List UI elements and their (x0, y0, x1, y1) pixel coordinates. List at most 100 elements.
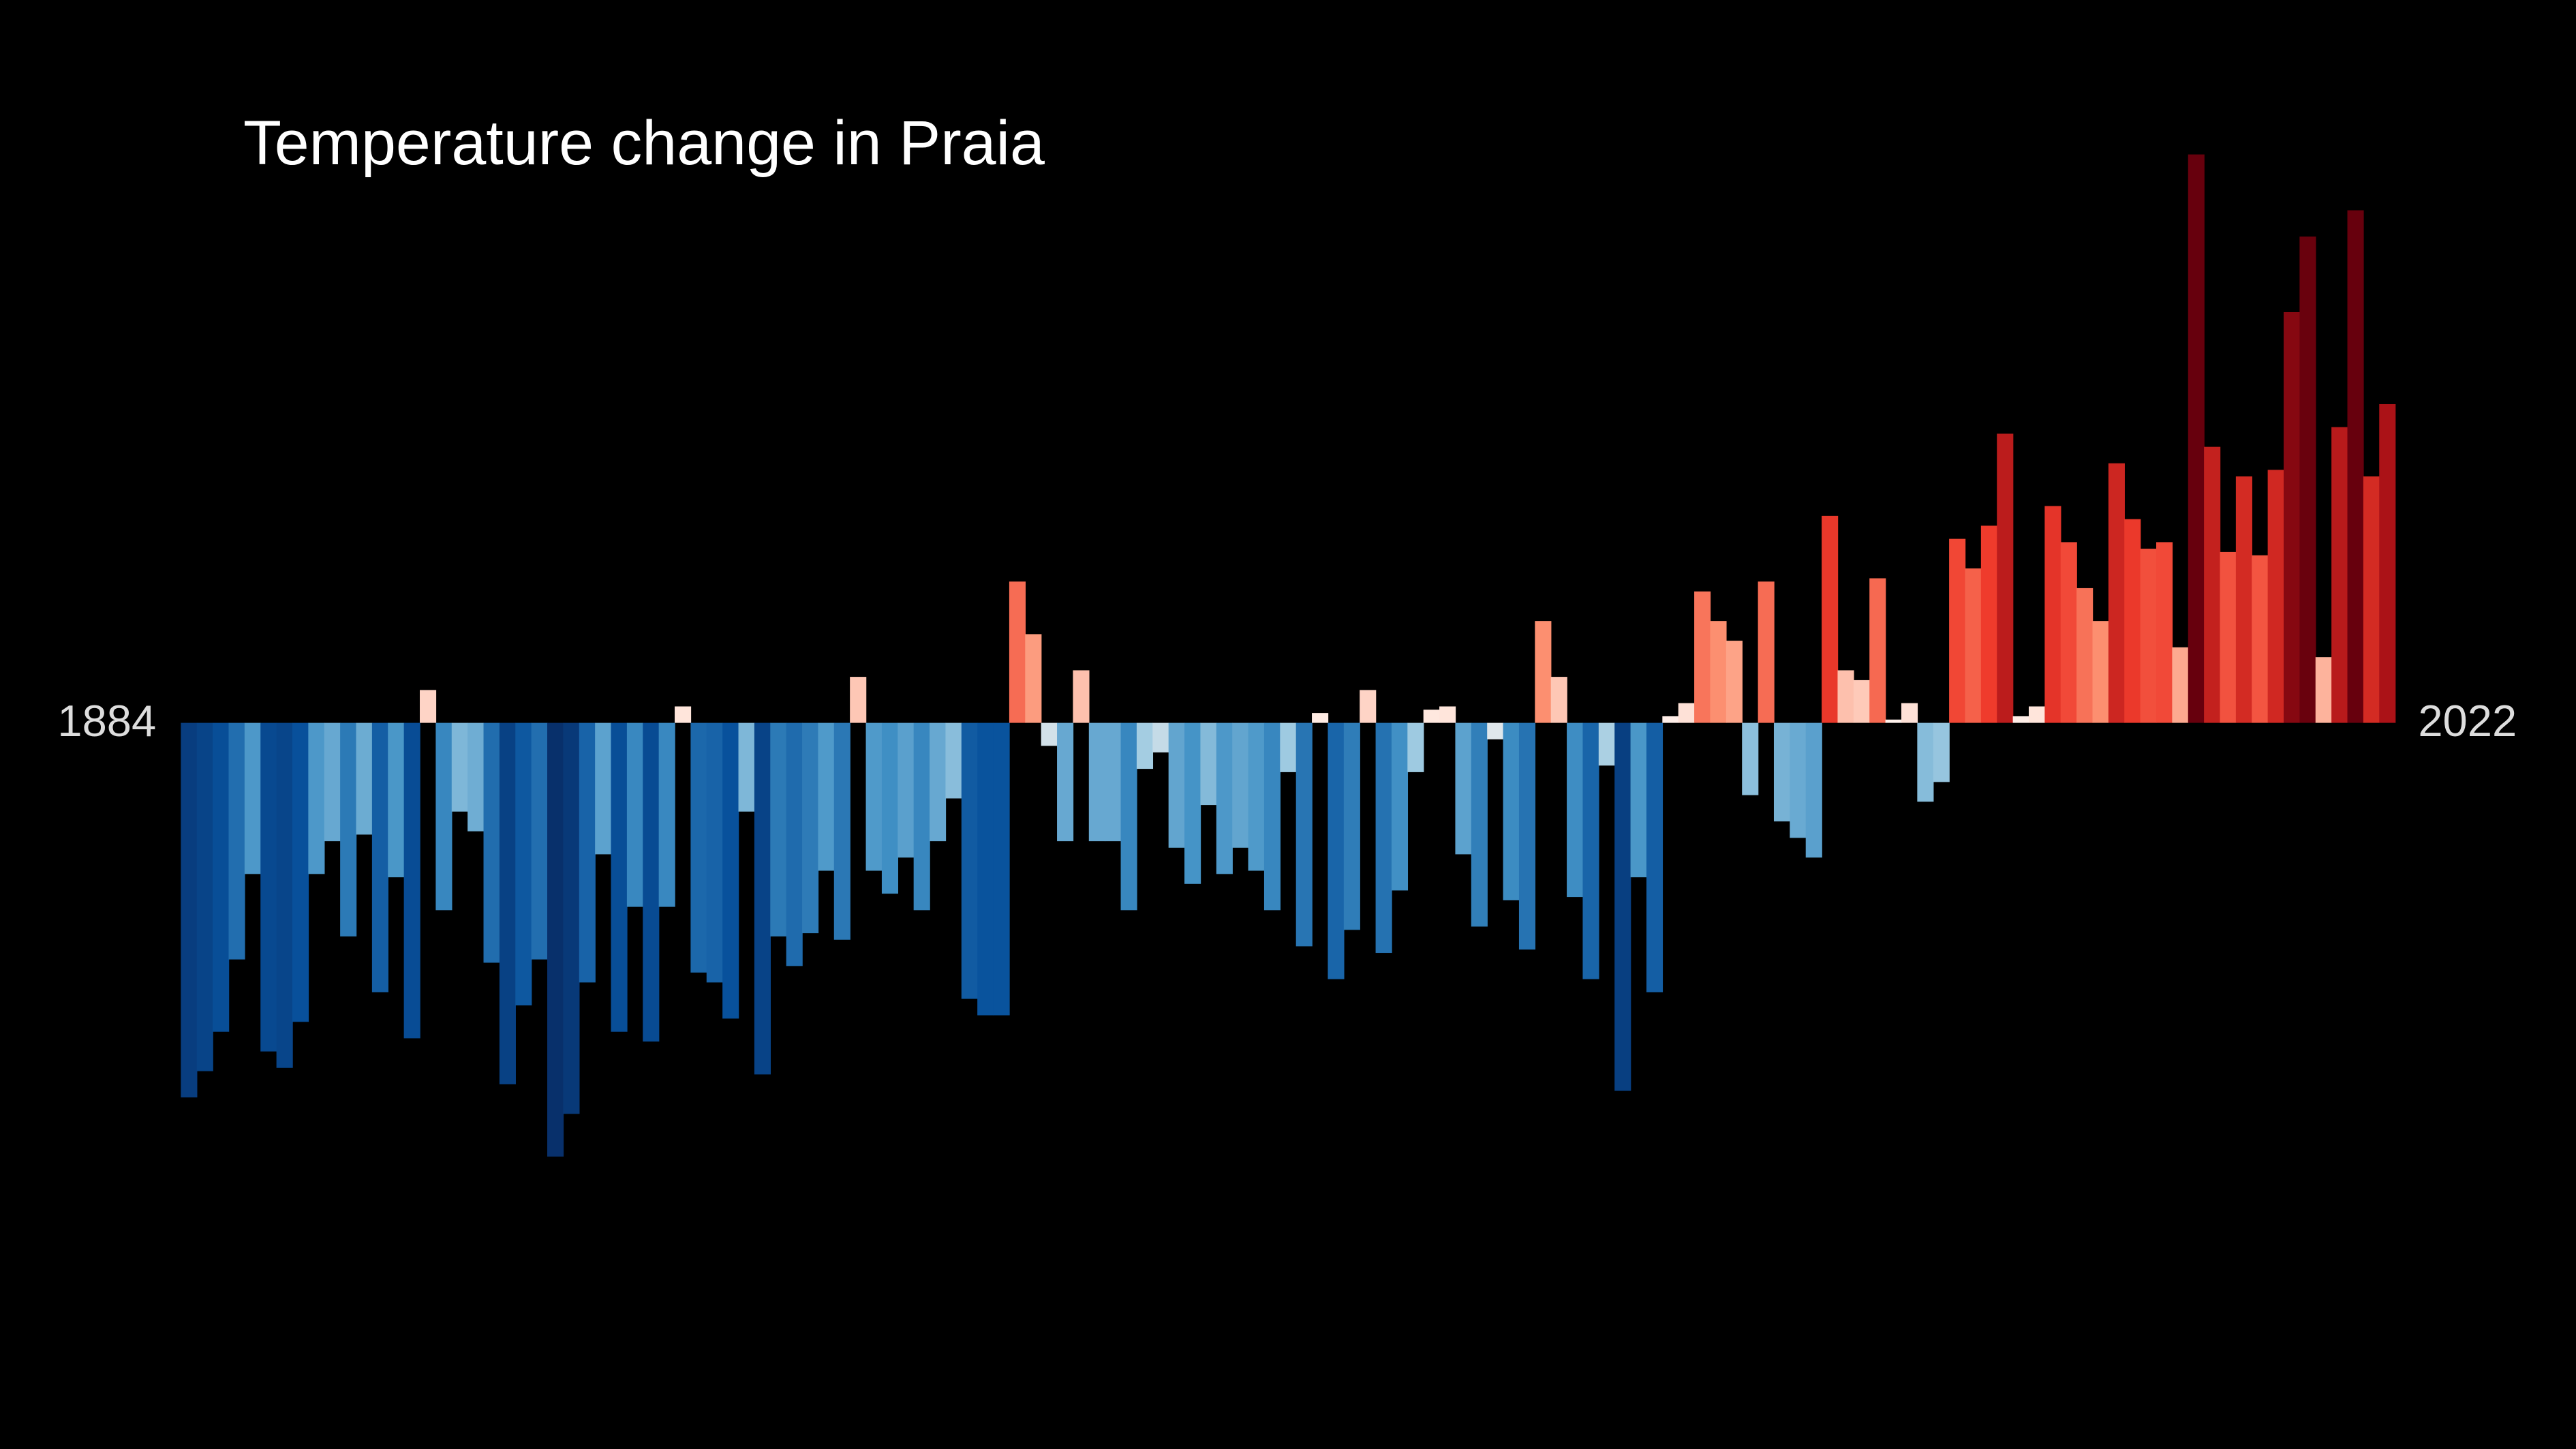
bar (961, 722, 978, 999)
bar (1041, 722, 1058, 746)
bar (2124, 519, 2141, 723)
bar (1088, 722, 1105, 842)
bar (2172, 647, 2189, 723)
bar (1710, 621, 1727, 723)
bar (2044, 506, 2061, 723)
bar (435, 722, 453, 911)
bar (1280, 722, 1297, 772)
bar (1614, 722, 1631, 1091)
bar (1471, 722, 1488, 927)
bar (738, 722, 755, 812)
bar (754, 722, 771, 1075)
bar (1933, 722, 1950, 782)
bar (945, 722, 962, 799)
bar (2204, 446, 2221, 723)
bar (595, 722, 612, 855)
bar (2331, 427, 2348, 723)
bar (2060, 542, 2077, 723)
bar (1248, 722, 1265, 871)
bar (499, 722, 516, 1084)
bar (1726, 641, 1743, 723)
bar (1550, 677, 1567, 723)
bar (913, 722, 930, 911)
bar (898, 722, 915, 858)
bar (388, 722, 405, 878)
bar (1805, 722, 1822, 858)
bar (1678, 703, 1695, 723)
bar (1646, 722, 1663, 992)
bar (196, 722, 213, 1071)
bar (1136, 722, 1154, 769)
bar (1263, 722, 1281, 911)
bar (833, 722, 850, 940)
bar (1009, 581, 1026, 723)
bar (1025, 634, 1042, 723)
bar (1439, 706, 1456, 723)
bar (1503, 722, 1520, 900)
bar (403, 722, 420, 1039)
bar (2283, 311, 2301, 723)
bar (2379, 403, 2396, 723)
bar (2028, 706, 2046, 723)
bar (1184, 722, 1201, 884)
bar (1997, 433, 2014, 723)
bar (1790, 722, 1807, 838)
bar (1901, 703, 1918, 723)
bar (1535, 621, 1552, 723)
bar (563, 722, 580, 1114)
bar (1328, 722, 1345, 979)
bar (2315, 657, 2332, 723)
bar (2156, 542, 2173, 723)
bar (930, 722, 947, 842)
bar (993, 722, 1010, 1016)
bar (371, 722, 388, 992)
bar (1120, 722, 1137, 911)
bar (1423, 710, 1440, 723)
bar (2363, 476, 2380, 723)
bars (181, 154, 2396, 1157)
bar (881, 722, 899, 894)
bar (865, 722, 883, 871)
bar (1073, 670, 1090, 723)
bar (1200, 722, 1217, 806)
bar (770, 722, 787, 936)
bar (626, 722, 643, 907)
bar (2092, 621, 2109, 723)
bar (2299, 237, 2316, 723)
bar (977, 722, 994, 1016)
bar (2267, 470, 2284, 723)
bar (1168, 722, 1185, 848)
bar (706, 722, 723, 983)
bar (308, 722, 325, 874)
bar (1295, 722, 1313, 947)
bar (1232, 722, 1249, 848)
bar (2347, 210, 2364, 723)
bar (1662, 716, 1679, 723)
bar (483, 722, 500, 963)
bar (420, 690, 437, 723)
bar (276, 722, 293, 1068)
bar (1630, 722, 1647, 878)
bar (1917, 722, 1934, 802)
bar (2188, 154, 2205, 723)
bar (1567, 722, 1584, 898)
bar (547, 722, 564, 1157)
bar (1837, 670, 1854, 723)
bar (1057, 722, 1074, 842)
bar (1518, 722, 1536, 950)
bar (675, 706, 692, 723)
bar (1822, 515, 1839, 723)
bar (2108, 463, 2125, 723)
bar (690, 722, 707, 973)
end-year-label: 2022 (2418, 696, 2517, 746)
bar (818, 722, 835, 871)
bar (2140, 549, 2157, 723)
bar (2252, 555, 2269, 723)
bar (2076, 588, 2094, 723)
chart-title: Temperature change in Praia (243, 108, 1045, 178)
bar (658, 722, 675, 907)
bar (1407, 722, 1424, 772)
bar (722, 722, 739, 1019)
bar (802, 722, 819, 934)
